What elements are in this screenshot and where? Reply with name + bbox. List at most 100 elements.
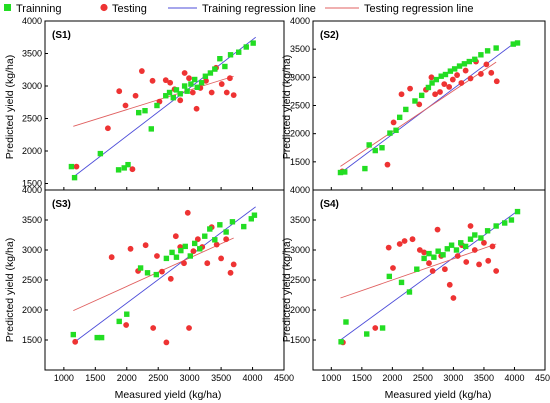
panel-4-testing-point [471,247,478,253]
panel-3-x-tick-label: 2000 [117,373,137,383]
panel-1-training-point [243,44,249,50]
panel-1-training-point [181,83,188,89]
panel-1-training-point [227,52,234,58]
panel-2-training-point [478,52,484,58]
panel-3-testing-point [150,325,157,331]
panel-2-y-tick-label: 3000 [290,72,310,82]
panel-3-training-regression-line [73,206,256,344]
panel-3-training-point [144,270,151,276]
panel-2-training-point [372,147,378,154]
panel-4-training-regression-line [340,210,518,341]
panel-4-training-point [431,254,437,260]
panel-4-training-point [364,331,370,337]
panel-3-training-point [173,254,180,260]
panel-4-training-point [478,235,484,241]
panel-4: 1000 1500 2000 2500 3000 3500 4000 4500 1500 2000… [290,185,550,383]
y-axis-label-top-left: Predicted yield (kg/ha) [4,55,16,159]
panel-4-testing-point [429,268,436,274]
panel-1-training-point [166,89,173,96]
panel-3-training-point [197,246,203,252]
panel-1: 1500 2000 2500 3000 3500 4000 (S1) [22,16,285,191]
panel-2-training-point [342,169,348,175]
panel-3-training-point [116,318,122,325]
panel-4-training-point [406,289,413,295]
panel-4-y-tick-label: 2000 [290,305,310,315]
y-axis-label-bottom-right: Predicted yield (kg/ha) [281,238,293,342]
panel-3-training-point [241,223,247,230]
panel-4-y-tick-label: 2500 [290,275,310,285]
panel-3-training-point [137,265,144,271]
panel-1-testing-point [122,102,129,109]
panel-1-training-point [236,49,242,55]
panel-4-training-point [493,223,499,229]
y-axis-label-bottom-left: Predicted yield (kg/ha) [4,238,16,342]
panel-2-training-point [456,63,463,69]
panel-3-testing-point [159,268,165,275]
panel-3-testing-point [184,209,191,216]
panel-1-testing-point [132,92,139,99]
panel-1-training-point [250,40,256,46]
panel-2-testing-point [467,75,474,82]
panel-4-training-point [421,255,427,262]
panel-1-y-tick-label: 2000 [22,146,42,156]
panel-2-testing-point [416,101,423,108]
panel-1-testing-point [167,79,174,86]
panel-1-training-point [217,56,223,62]
panel-4-training-point [414,266,420,272]
panel-3-training-point [248,216,254,222]
panel-4-training-point [508,217,515,223]
panel-1-training-point [194,84,200,90]
panel-3-testing-point [230,261,237,268]
panel-3-testing-point [190,248,197,255]
panel-3-y-tick-label: 4000 [22,185,42,195]
panel-4-training-point [462,243,469,250]
panel-4-testing-point [485,257,492,264]
panel-2-training-point [447,68,454,74]
panel-1-training-point [115,167,122,173]
panel-1-training-regression-line [73,36,256,178]
panel-1-training-point [198,80,205,86]
panel-2-training-point [366,142,372,148]
panel-3-tag: (S3) [52,199,71,210]
panel-2-training-point [429,80,435,86]
panel-1-testing-point [181,70,188,76]
panel-1-testing-point [193,105,200,112]
panel-3-training-point [163,255,170,262]
panel-1-training-point [212,66,218,72]
panel-4-y-tick-label: 3500 [290,215,310,225]
panel-2-training-point [396,114,403,121]
panel-1-testing-point [189,89,196,96]
panel-2-training-point [418,92,425,99]
panel-2-testing-point [428,74,435,81]
panel-1-training-point [170,95,177,101]
panel-2-testing-point [407,85,413,92]
panel-4-x-tick-label: 3500 [474,373,494,383]
panel-2-training-point [403,106,409,113]
panel-3-x-tick-label: 1500 [85,373,105,383]
panel-3-training-point [182,243,188,250]
panel-1-testing-point [116,88,123,95]
panel-1-training-point [222,63,228,70]
panel-2-training-point [362,165,368,172]
panel-2-training-point [484,48,491,54]
panel-1-testing-point [223,89,230,96]
panel-3-training-point [191,240,198,247]
panel-4-training-point [338,339,344,345]
panel-4-testing-point [434,226,441,233]
panel-3: 1000 1500 2000 2500 3000 3500 4000 4500 1500 2000… [22,185,294,383]
panel-4-frame [312,189,546,371]
panel-1-testing-point [129,166,136,173]
panel-1-training-point [207,70,214,76]
panel-3-testing-point [213,241,220,248]
panel-4-y-tick-label: 4000 [290,185,310,195]
panel-2-training-point [461,61,468,67]
panel-2-training-point [412,98,418,104]
panel-4-testing-point [426,260,432,267]
x-axis-label-right: Measured yield (kg/ha) [385,389,492,401]
panel-4-testing-point [454,253,461,259]
panel-4-x-tick-label: 1500 [352,373,372,383]
panel-4-training-point [448,242,455,248]
panel-3-x-tick-label: 4500 [274,373,294,383]
panel-4-testing-point [450,295,457,301]
